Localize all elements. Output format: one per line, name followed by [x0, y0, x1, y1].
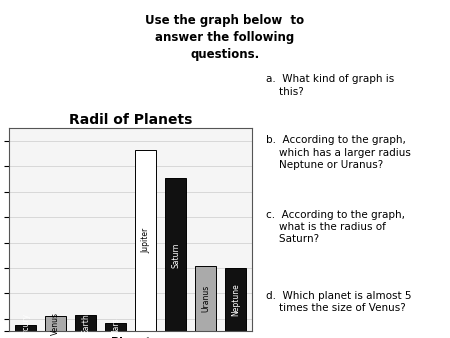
- Text: c.  According to the graph,
    what is the radius of
    Saturn?: c. According to the graph, what is the r…: [266, 210, 405, 244]
- X-axis label: Planet: Planet: [111, 337, 150, 338]
- Text: Use the graph below  to
answer the following
questions.: Use the graph below to answer the follow…: [145, 14, 305, 61]
- Bar: [15, 325, 36, 331]
- Bar: [105, 323, 126, 331]
- Text: Uranus: Uranus: [201, 285, 210, 312]
- Text: a.  What kind of graph is
    this?: a. What kind of graph is this?: [266, 74, 394, 97]
- Text: Mars: Mars: [111, 318, 120, 336]
- Text: Mercury: Mercury: [21, 313, 30, 338]
- Title: Radil of Planets: Radil of Planets: [69, 113, 192, 127]
- Text: Venus: Venus: [51, 312, 60, 335]
- Bar: [135, 150, 156, 331]
- Text: Saturn: Saturn: [171, 242, 180, 268]
- Bar: [75, 315, 96, 331]
- Bar: [225, 268, 246, 331]
- Bar: [45, 316, 66, 331]
- Text: Neptune: Neptune: [231, 284, 240, 316]
- Text: d.  Which planet is almost 5
    times the size of Venus?: d. Which planet is almost 5 times the si…: [266, 291, 411, 313]
- Bar: [195, 266, 216, 331]
- Bar: [165, 178, 186, 331]
- Text: Earth: Earth: [81, 313, 90, 334]
- Text: b.  According to the graph,
    which has a larger radius
    Neptune or Uranus?: b. According to the graph, which has a l…: [266, 135, 410, 170]
- Text: Jupiter: Jupiter: [141, 228, 150, 253]
